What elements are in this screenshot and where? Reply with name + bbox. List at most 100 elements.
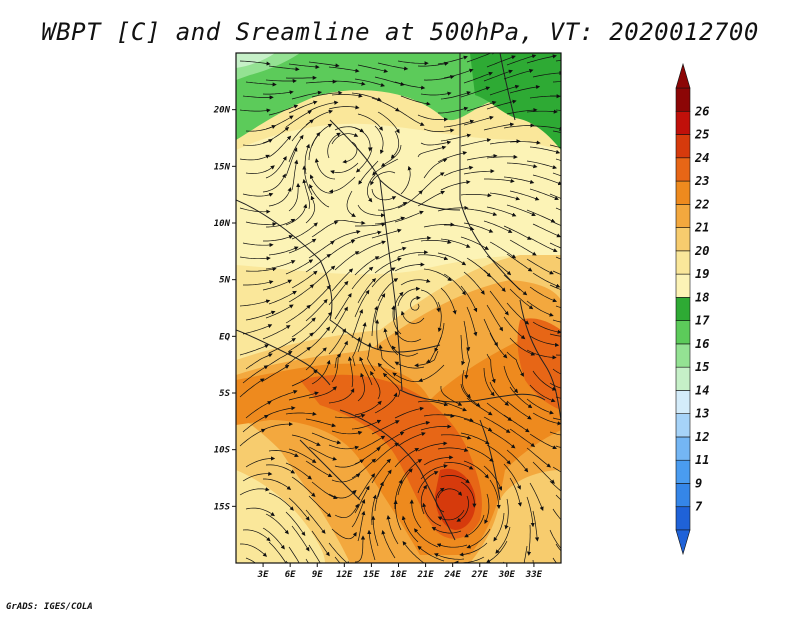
streamline xyxy=(552,508,561,521)
streamline xyxy=(331,93,363,98)
streamline xyxy=(532,174,561,186)
streamline xyxy=(526,447,551,468)
streamline xyxy=(466,446,494,462)
streamline xyxy=(331,353,342,383)
streamline xyxy=(311,90,343,98)
streamline xyxy=(334,80,366,86)
streamline xyxy=(347,356,354,388)
streamline xyxy=(288,391,319,401)
colorbar-label: 22 xyxy=(694,197,709,211)
streamline xyxy=(549,242,561,249)
streamline xyxy=(397,286,421,307)
streamline xyxy=(392,372,422,383)
streamline xyxy=(262,325,291,340)
streamline xyxy=(529,237,558,253)
streamline xyxy=(291,270,318,289)
streamline xyxy=(506,302,530,325)
streamline xyxy=(423,413,455,418)
streamline xyxy=(552,172,561,177)
streamline xyxy=(463,320,471,352)
streamline xyxy=(380,144,402,167)
streamline xyxy=(489,84,520,96)
colorbar-label: 17 xyxy=(695,314,710,328)
streamline xyxy=(550,95,561,97)
streamline xyxy=(483,220,513,233)
lat-tick-label: 10N xyxy=(214,219,231,229)
streamline xyxy=(371,494,377,526)
streamline xyxy=(529,335,560,347)
streamline xyxy=(331,306,348,334)
colorbar-label: 13 xyxy=(695,407,709,421)
streamline xyxy=(526,258,554,275)
streamline xyxy=(291,119,314,142)
streamline xyxy=(466,528,491,549)
streamline xyxy=(291,434,321,446)
streamline xyxy=(334,503,359,519)
colorbar-max-arrow xyxy=(675,62,691,89)
streamline xyxy=(374,392,398,414)
streamline xyxy=(288,100,318,114)
streamline xyxy=(417,254,449,261)
streamline xyxy=(495,526,511,554)
streamline xyxy=(503,365,519,394)
streamline xyxy=(413,528,439,548)
streamline xyxy=(311,265,336,287)
streamline xyxy=(437,509,465,521)
streamline xyxy=(526,496,535,528)
streamline xyxy=(374,216,406,225)
streamline xyxy=(288,284,315,303)
colorbar-segment xyxy=(675,506,691,531)
streamline xyxy=(367,342,376,372)
streamline xyxy=(371,228,402,239)
streamline xyxy=(328,444,360,450)
colorbar-label: 9 xyxy=(695,476,702,490)
streamline xyxy=(420,424,452,431)
streamline xyxy=(489,430,516,449)
streamline xyxy=(549,284,561,290)
streamline xyxy=(268,290,297,305)
streamline xyxy=(242,139,273,146)
streamline xyxy=(268,337,296,354)
wbpt-field xyxy=(236,53,561,563)
streamline xyxy=(509,428,536,448)
streamline xyxy=(334,219,366,226)
streamline xyxy=(352,336,361,367)
colorbar-segment xyxy=(675,366,691,391)
streamline xyxy=(483,367,495,397)
streamline xyxy=(354,400,382,416)
streamline xyxy=(503,463,521,490)
streamline xyxy=(351,458,376,479)
streamline xyxy=(268,246,299,256)
colorbar-segment xyxy=(675,390,691,414)
streamline xyxy=(305,418,337,428)
streamline xyxy=(302,165,313,196)
streamline xyxy=(305,298,328,322)
streamline xyxy=(509,84,541,94)
streamline xyxy=(371,420,400,435)
streamline xyxy=(285,462,312,480)
streamline xyxy=(486,444,511,465)
streamline xyxy=(489,241,517,259)
streamline xyxy=(268,187,292,207)
streamline xyxy=(440,180,471,191)
streamline xyxy=(308,495,332,518)
streamline xyxy=(288,332,314,352)
streamline xyxy=(328,239,356,257)
streamline xyxy=(417,61,449,67)
streamline xyxy=(239,299,271,307)
streamline xyxy=(265,513,289,535)
streamline xyxy=(357,372,365,402)
streamline xyxy=(549,144,561,149)
streamline xyxy=(263,478,292,490)
streamline xyxy=(285,411,317,416)
streamline xyxy=(371,515,379,547)
streamline xyxy=(240,543,268,557)
streamline xyxy=(382,372,400,398)
streamline xyxy=(354,535,366,563)
colorbar-segment xyxy=(675,204,691,228)
streamline xyxy=(526,300,554,317)
streamline xyxy=(242,242,274,248)
streamline xyxy=(328,388,355,404)
streamline xyxy=(331,268,354,292)
streamline xyxy=(386,515,399,545)
